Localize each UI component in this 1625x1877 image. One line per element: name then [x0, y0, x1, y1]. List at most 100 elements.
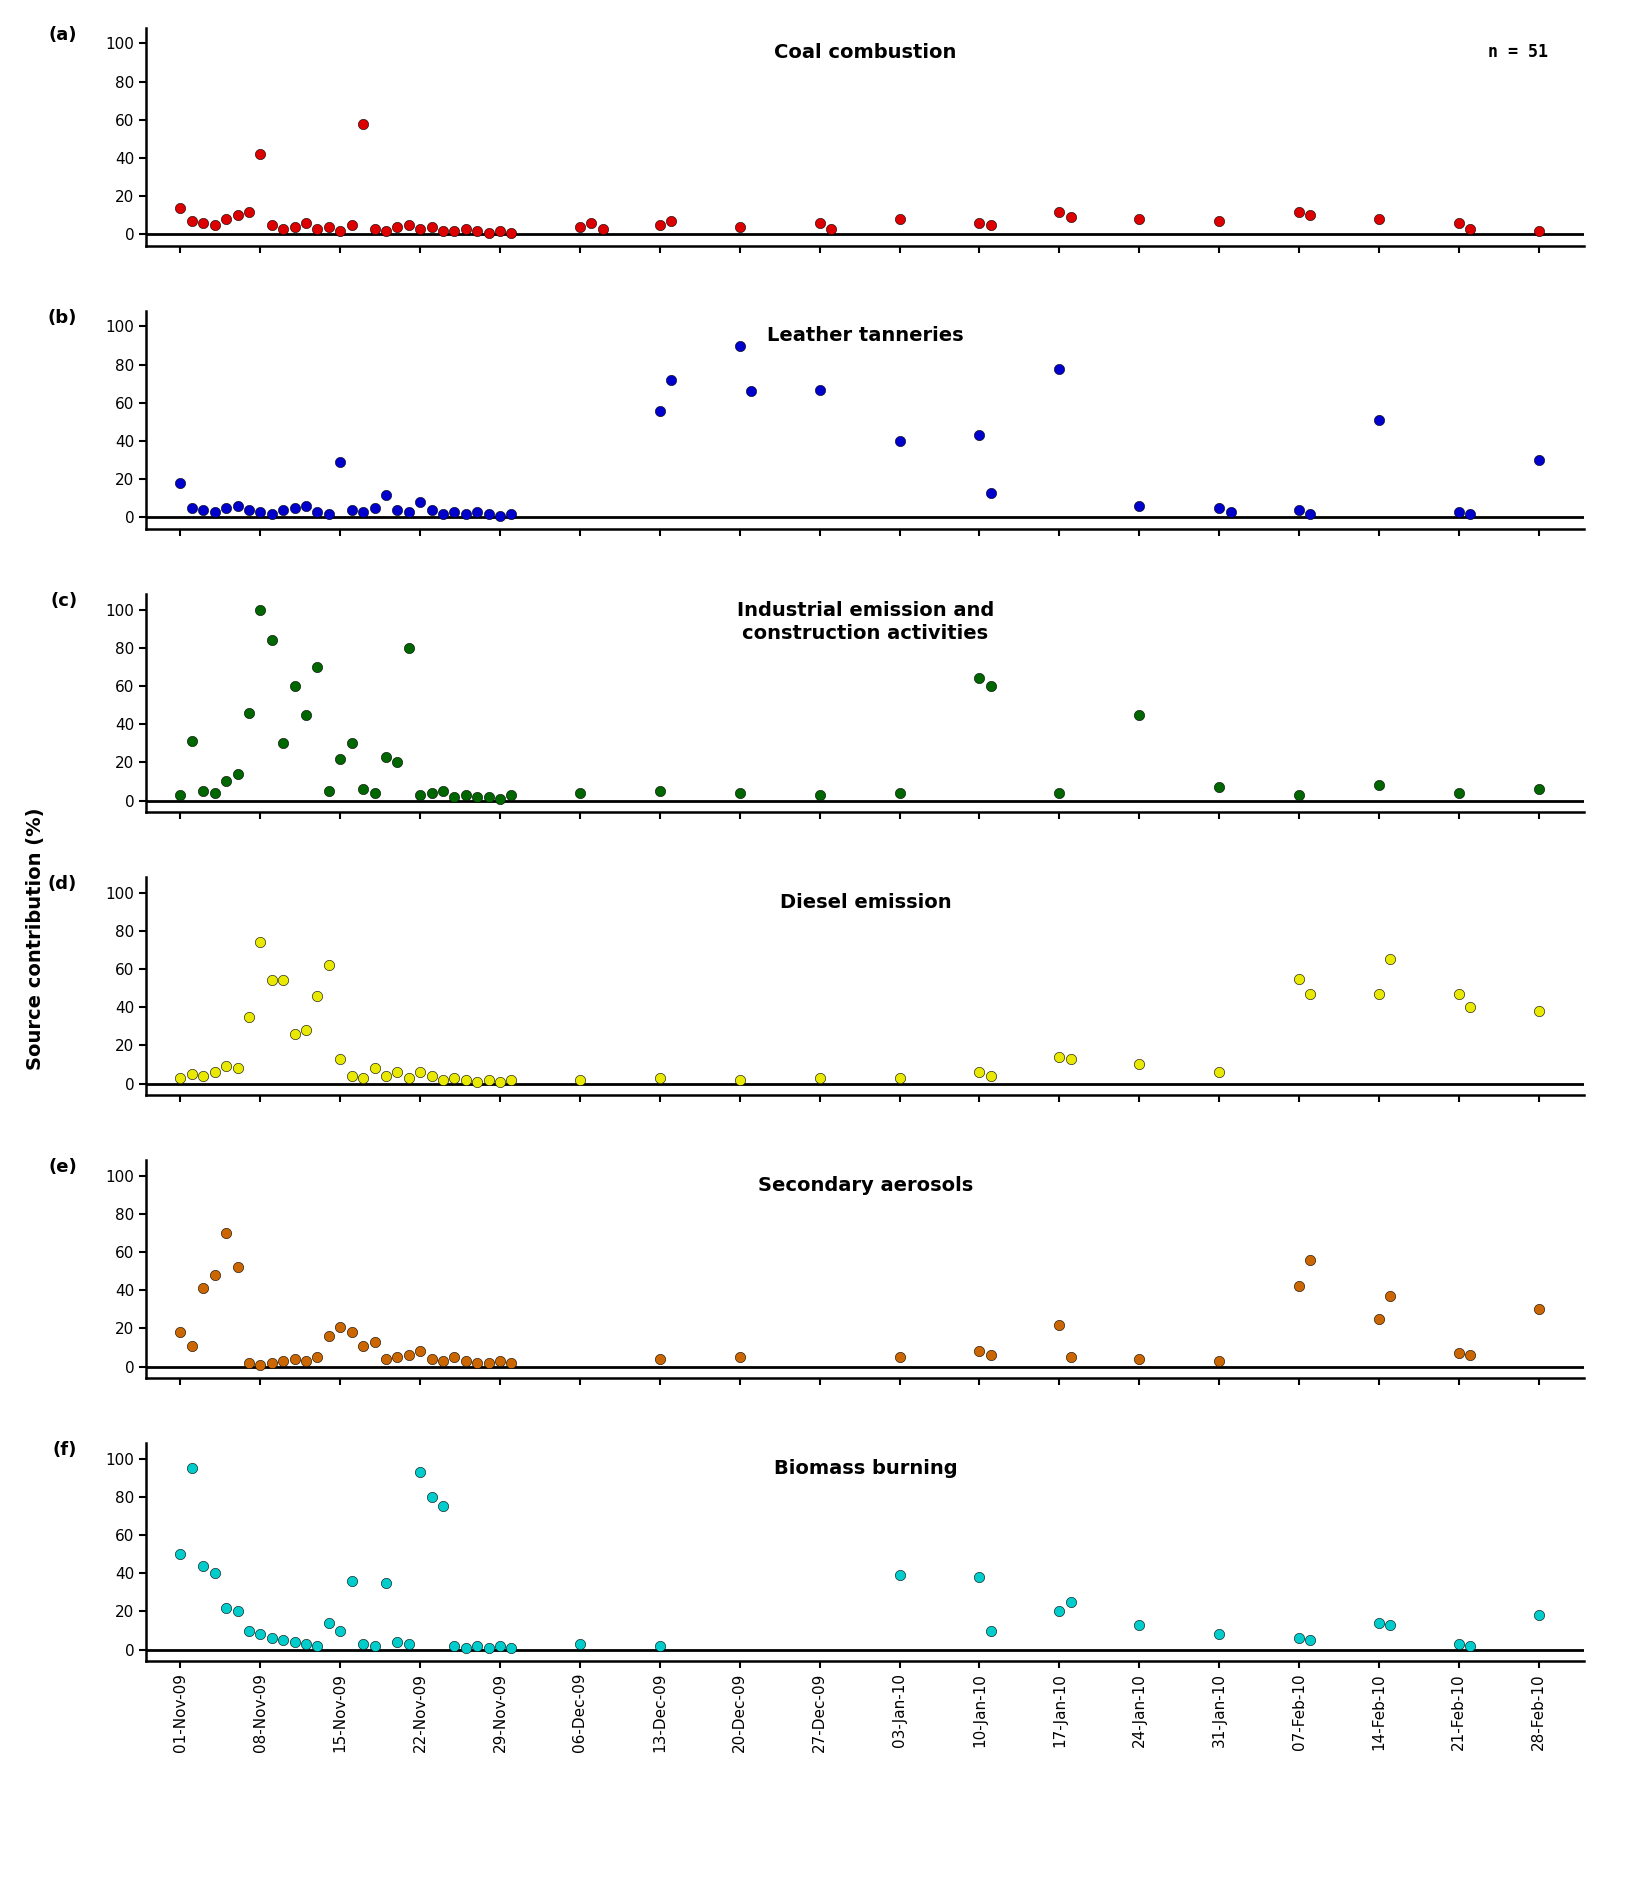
- Point: [419, 777, 445, 807]
- Point: [1126, 700, 1152, 730]
- Point: [408, 1057, 434, 1087]
- Point: [1526, 445, 1552, 475]
- Point: [499, 1348, 525, 1378]
- Point: [431, 216, 457, 246]
- Point: [1046, 777, 1072, 807]
- Point: [817, 214, 843, 244]
- Point: [236, 1002, 262, 1032]
- Point: [179, 1453, 205, 1483]
- Point: [1297, 1244, 1323, 1274]
- Point: [1367, 1305, 1393, 1335]
- Point: [247, 927, 273, 957]
- Point: [978, 477, 1004, 507]
- Point: [465, 781, 491, 811]
- Point: [1458, 1631, 1484, 1661]
- Point: [1046, 1597, 1072, 1627]
- Point: [567, 1064, 593, 1094]
- Point: [1526, 997, 1552, 1027]
- Point: [385, 212, 411, 242]
- Point: [647, 775, 673, 805]
- Point: [281, 1019, 307, 1049]
- Point: [726, 330, 752, 360]
- Point: [361, 1327, 387, 1357]
- Point: [1285, 1271, 1311, 1301]
- Point: [499, 1064, 525, 1094]
- Point: [167, 1318, 193, 1348]
- Point: [236, 698, 262, 728]
- Text: Industrial emission and
construction activities: Industrial emission and construction act…: [736, 601, 994, 644]
- Point: [338, 1318, 364, 1348]
- Point: [202, 210, 228, 240]
- Text: (e): (e): [49, 1158, 78, 1177]
- Point: [213, 1594, 239, 1624]
- Point: [431, 1064, 457, 1094]
- Point: [304, 497, 330, 527]
- Point: [806, 1062, 832, 1092]
- Point: [1285, 963, 1311, 993]
- Point: [1458, 499, 1484, 529]
- Point: [1206, 1057, 1232, 1087]
- Point: [385, 1342, 411, 1372]
- Point: [202, 1259, 228, 1289]
- Point: [1526, 1295, 1552, 1325]
- Point: [419, 212, 445, 242]
- Point: [315, 1321, 341, 1351]
- Point: [374, 479, 400, 509]
- Point: [349, 1062, 375, 1092]
- Point: [431, 775, 457, 805]
- Point: [202, 1558, 228, 1588]
- Point: [281, 212, 307, 242]
- Point: [338, 210, 364, 240]
- Point: [327, 1044, 353, 1074]
- Text: Leather tanneries: Leather tanneries: [767, 327, 964, 345]
- Point: [292, 492, 318, 522]
- Point: [1206, 1346, 1232, 1376]
- Point: [167, 193, 193, 223]
- Point: [967, 1562, 993, 1592]
- Point: [488, 1066, 514, 1096]
- Point: [647, 396, 673, 426]
- Point: [190, 775, 216, 805]
- Point: [396, 1340, 422, 1370]
- Point: [349, 1331, 375, 1361]
- Point: [647, 1344, 673, 1374]
- Point: [442, 781, 468, 811]
- Point: [1046, 1042, 1072, 1072]
- Point: [567, 212, 593, 242]
- Point: [453, 499, 479, 529]
- Point: [658, 206, 684, 237]
- Point: [647, 1631, 673, 1661]
- Point: [396, 633, 422, 663]
- Point: [408, 1336, 434, 1366]
- Point: [179, 206, 205, 237]
- Point: [247, 595, 273, 625]
- Point: [431, 1346, 457, 1376]
- Point: [292, 1015, 318, 1045]
- Point: [304, 214, 330, 244]
- Text: (c): (c): [50, 591, 78, 610]
- Point: [247, 1620, 273, 1650]
- Point: [270, 1346, 296, 1376]
- Point: [408, 779, 434, 809]
- Point: [1297, 499, 1323, 529]
- Point: [578, 208, 604, 238]
- Point: [167, 1062, 193, 1092]
- Text: (a): (a): [49, 26, 78, 43]
- Point: [408, 214, 434, 244]
- Point: [270, 965, 296, 995]
- Point: [304, 651, 330, 681]
- Point: [806, 208, 832, 238]
- Point: [465, 1066, 491, 1096]
- Point: [213, 1051, 239, 1081]
- Point: [887, 777, 913, 807]
- Point: [738, 377, 764, 407]
- Point: [1526, 1601, 1552, 1631]
- Point: [1446, 208, 1472, 238]
- Point: [270, 728, 296, 758]
- Point: [236, 1616, 262, 1646]
- Point: [887, 1062, 913, 1092]
- Point: [270, 496, 296, 526]
- Point: [1206, 1620, 1232, 1650]
- Point: [315, 950, 341, 980]
- Point: [385, 747, 411, 777]
